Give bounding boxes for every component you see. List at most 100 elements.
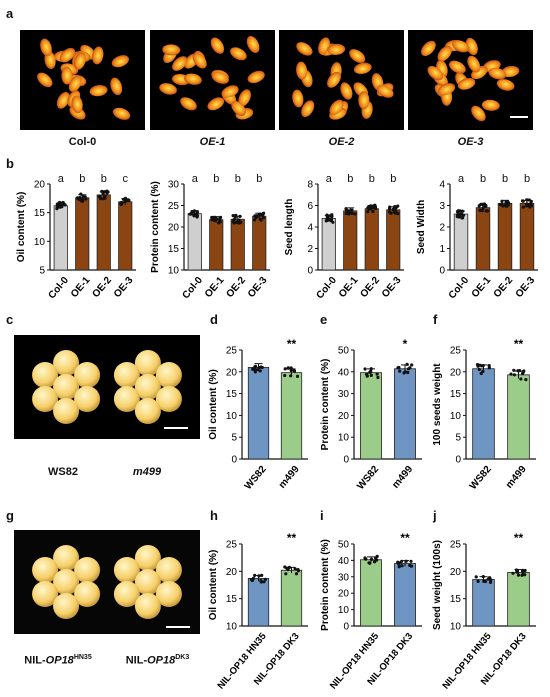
data-point <box>404 559 408 563</box>
data-point <box>373 560 377 564</box>
y-tick-label: 4 <box>439 180 445 191</box>
y-axis-label: Protein content (%) <box>320 359 331 451</box>
data-point <box>262 580 266 584</box>
x-tick-label: OE-1 <box>470 275 494 300</box>
y-tick-label: 10 <box>226 411 238 422</box>
seed-cluster <box>32 350 182 424</box>
x-tick-label: OE-3 <box>514 275 538 300</box>
x-tick-label: m499 <box>504 464 529 491</box>
bar <box>394 563 416 627</box>
data-point <box>292 368 296 373</box>
y-tick-label: 5 <box>231 433 237 444</box>
seed <box>318 37 331 55</box>
seed <box>221 85 239 98</box>
data-point <box>409 564 414 568</box>
data-point <box>396 366 400 370</box>
seed <box>155 557 182 583</box>
data-point <box>512 368 516 372</box>
seed <box>452 40 470 53</box>
y-tick-label: 10 <box>338 605 350 616</box>
bar <box>321 218 336 271</box>
data-point <box>373 205 378 209</box>
data-point <box>458 213 462 217</box>
x-tick-label: OE-3 <box>112 275 136 300</box>
data-point <box>237 221 241 225</box>
data-point <box>344 211 348 216</box>
seed <box>465 37 478 56</box>
bar <box>507 572 530 627</box>
x-tick-label: Col-0 <box>314 275 339 302</box>
data-point <box>481 364 485 368</box>
photo-oe-1 <box>150 30 275 130</box>
data-point <box>295 374 300 378</box>
data-point <box>123 200 127 204</box>
photo-oe-3 <box>408 30 533 130</box>
significance-stars: ** <box>514 337 524 351</box>
chart-b-protein: Protein content (%) 10 15 20 25 30 a Col-0 b OE-1… <box>150 173 270 301</box>
seed <box>134 398 161 424</box>
y-tick-label: 3 <box>439 201 445 212</box>
seed <box>134 593 161 619</box>
significance-letter: a <box>192 173 199 185</box>
data-point <box>398 369 402 373</box>
data-point <box>521 205 525 209</box>
data-point <box>327 218 331 222</box>
significance-stars: ** <box>400 531 410 545</box>
photo-soybean-c <box>14 335 200 439</box>
seed <box>40 38 52 57</box>
seed <box>32 557 59 583</box>
data-point <box>371 209 375 214</box>
y-tick-label: 0 <box>343 455 349 466</box>
data-point <box>368 561 372 565</box>
data-point <box>476 579 480 583</box>
panel-label-c: c <box>6 312 14 327</box>
data-point <box>283 373 287 378</box>
data-point <box>289 374 293 378</box>
scale-bar <box>166 626 190 628</box>
photo-label-oe-3: OE-3 <box>457 136 484 148</box>
data-point <box>406 370 410 375</box>
data-point <box>474 575 478 579</box>
data-point <box>259 218 263 222</box>
data-point <box>234 213 238 217</box>
data-point <box>391 207 395 212</box>
y-tick-label: 0 <box>307 266 313 277</box>
bar <box>507 374 530 460</box>
seed <box>437 45 452 62</box>
data-point <box>525 198 529 202</box>
y-tick-label: 30 <box>338 389 350 400</box>
y-tick-label: 10 <box>338 433 350 444</box>
seed <box>53 593 80 619</box>
label-nil-dk3-sup: DK3 <box>175 654 190 661</box>
seed <box>73 52 86 70</box>
data-point <box>516 573 521 577</box>
y-tick-label: 10 <box>226 622 238 633</box>
seed <box>172 56 188 71</box>
y-axis-label: Oil content (%) <box>208 369 219 440</box>
y-tick-label: 25 <box>450 346 462 357</box>
significance-letter: b <box>235 173 241 185</box>
seed <box>457 77 476 90</box>
y-axis-label: Seed weight (100s) <box>432 540 443 630</box>
data-point <box>460 216 464 220</box>
significance-letter: b <box>524 173 530 185</box>
chart-b-width: Seed Width 0 1 2 3 4 a Col-0 b OE-1 b OE-2 b OE-3 <box>416 173 538 301</box>
chart-b-length: Seed length 0 2 4 6 8 a Col-0 b OE-1 b OE-2 b OE-3 <box>284 173 404 302</box>
panel-label-b: b <box>6 156 14 171</box>
seed <box>481 99 500 111</box>
data-point <box>505 201 509 205</box>
seed <box>162 44 181 56</box>
panel-label-f: f <box>433 312 438 327</box>
y-tick-label: 20 <box>168 223 180 234</box>
y-tick-label: 8 <box>307 180 313 191</box>
bar <box>280 569 303 627</box>
label-nil-hn35-sup: HN35 <box>73 654 92 661</box>
data-point <box>253 365 257 369</box>
data-point <box>249 578 254 582</box>
seed <box>113 581 140 607</box>
seed <box>32 581 59 607</box>
significance-stars: * <box>403 337 408 351</box>
photo-col-0 <box>20 30 145 130</box>
